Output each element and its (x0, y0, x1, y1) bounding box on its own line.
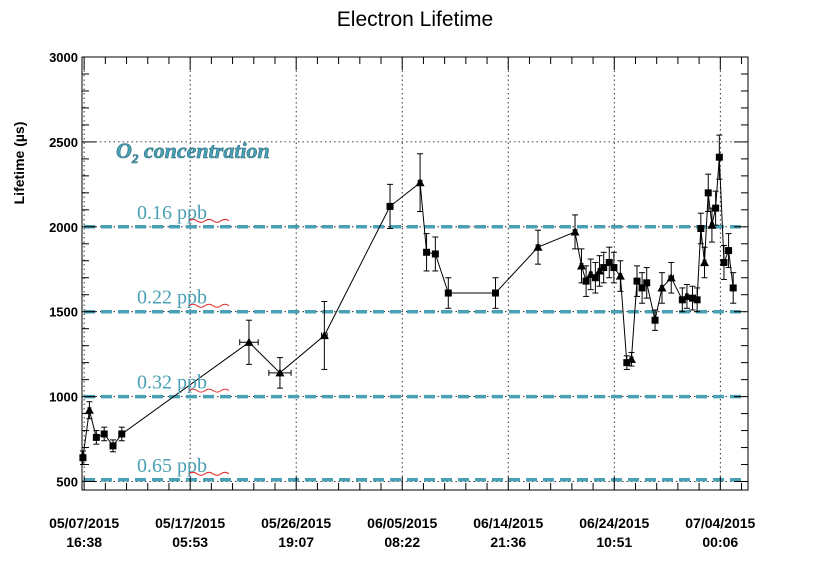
data-point-square (693, 296, 701, 304)
grid (82, 56, 748, 490)
y-tick-label: 1000 (49, 390, 78, 405)
data-point-square (92, 433, 100, 441)
data-point-triangle (84, 405, 94, 414)
data-point-triangle (615, 271, 625, 280)
x-tick-label-date: 05/26/2015 (261, 515, 331, 531)
data-point-square (720, 258, 728, 266)
y-tick-label: 2000 (49, 220, 78, 235)
y-tick-label: 2500 (49, 135, 78, 150)
x-tick-label-time: 08:22 (384, 534, 420, 550)
data-point-square (697, 225, 705, 233)
x-tick-label-date: 05/07/2015 (49, 515, 119, 531)
data-point-triangle (700, 257, 710, 267)
data-point-square (704, 189, 712, 197)
data-point-triangle (533, 242, 543, 251)
data-point-square (582, 277, 590, 285)
data-point-square (79, 454, 87, 462)
data-point-square (678, 296, 686, 304)
plot-frame (81, 56, 749, 491)
x-tick-label-time: 16:38 (66, 534, 102, 550)
data-point-square (725, 247, 733, 255)
data-point-square (610, 264, 618, 272)
data-point-triangle (577, 261, 586, 270)
spellcheck-squiggle (188, 218, 230, 223)
chart-title: Electron Lifetime (337, 8, 493, 31)
x-tick-label-time: 10:51 (596, 534, 632, 550)
y-tick-label: 1500 (49, 305, 78, 320)
axes: 500 1000 1500 2000 2500 3000 05/07/2015 16:38 05… (49, 50, 755, 550)
o2-base: O (116, 138, 132, 163)
data-point-triangle (626, 354, 636, 363)
x-tick-label-time: 21:36 (490, 534, 526, 550)
spellcheck-squiggle (188, 471, 230, 476)
data-point-triangle (707, 220, 717, 229)
data-point-square (689, 294, 696, 302)
reference-lines (84, 225, 746, 482)
y-tick-label: 3000 (49, 50, 78, 65)
data-point-triangle (570, 227, 580, 236)
reference-label: 0.65 ppb (137, 455, 207, 477)
y-axis-label: Lifetime (µs) (11, 122, 27, 205)
data-point-square (591, 274, 599, 282)
data-point-square (638, 284, 646, 292)
x-tick-label-date: 06/14/2015 (473, 515, 543, 531)
data-point-square (651, 316, 659, 324)
x-tick-label-date: 06/05/2015 (367, 515, 437, 531)
o2-concentration-label: O2 concentration (116, 138, 270, 166)
data-point-square (643, 279, 651, 287)
data-point-triangle (319, 330, 329, 340)
data-point-square (386, 202, 394, 210)
data-point-square (633, 277, 641, 285)
data-point-triangle (415, 178, 425, 187)
data-point-square (423, 248, 431, 256)
x-tick-label-time: 00:06 (702, 534, 738, 550)
o2-text: concentration (138, 138, 269, 163)
data-point-square (712, 204, 720, 212)
data-point-square (444, 289, 452, 297)
data-point-square (605, 258, 613, 266)
x-tick-label-date: 07/04/2015 (685, 515, 755, 531)
data-series (79, 134, 737, 466)
spellcheck-squiggle (188, 303, 230, 308)
data-point-square (491, 289, 499, 297)
data-point-square (715, 153, 723, 161)
data-point-square (431, 250, 439, 258)
spellcheck-squiggle (188, 388, 230, 393)
data-point-triangle (275, 368, 285, 377)
data-point-square (600, 264, 608, 272)
o2-subscript: 2 (131, 151, 139, 166)
labels: 0.16 ppb 0.22 ppb 0.32 ppb 0.65 ppb O2 conce… (116, 138, 270, 477)
data-point-square (100, 430, 108, 438)
data-point-square (118, 430, 126, 438)
data-point-triangle (595, 266, 605, 275)
y-tick-label: 500 (56, 475, 78, 490)
data-point-square (109, 442, 117, 450)
x-tick-label-time: 19:07 (278, 534, 314, 550)
data-point-triangle (666, 273, 676, 282)
data-point-triangle (244, 337, 254, 346)
data-point-square (623, 359, 631, 367)
data-point-square (729, 284, 737, 292)
reference-label: 0.32 ppb (137, 372, 207, 394)
x-tick-label-date: 06/24/2015 (579, 515, 649, 531)
reference-label: 0.16 ppb (137, 202, 207, 224)
data-point-triangle (657, 283, 667, 292)
reference-label: 0.22 ppb (137, 287, 207, 309)
x-tick-label-date: 05/17/2015 (155, 515, 225, 531)
x-tick-label-time: 05:53 (172, 534, 208, 550)
